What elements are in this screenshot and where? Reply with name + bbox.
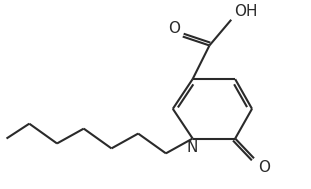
Text: O: O [168,21,180,36]
Text: O: O [258,160,270,175]
Text: N: N [187,139,198,154]
Text: OH: OH [234,4,258,19]
